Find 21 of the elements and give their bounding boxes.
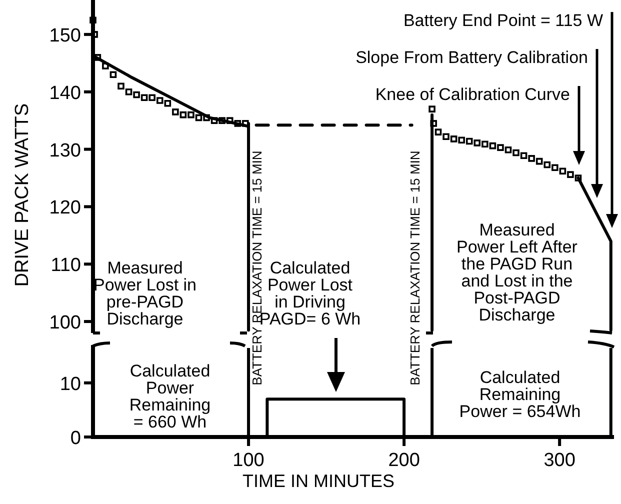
annotation: Measured Power Left After the PAGD Run and Lost in the Post-PAGD Discharge	[456, 220, 578, 324]
y-tick-label: 140	[49, 82, 81, 104]
annotation: Calculated Power Remaining = 660 Wh	[129, 361, 211, 432]
x-tick-label: 300	[544, 450, 576, 471]
annotation: Battery End Point = 115 W	[403, 11, 603, 30]
y-tick-label: 120	[49, 198, 81, 219]
y-tick-label: 110	[50, 255, 81, 276]
x-tick-label: 200	[388, 450, 420, 471]
annotation: Calculated Remaining Power = 654Wh	[459, 368, 581, 421]
y-tick-label: 10	[60, 374, 81, 395]
y-tick-label: 130	[49, 140, 81, 162]
y-tick-label: 0	[70, 428, 81, 449]
annotation: Slope From Battery Calibration	[356, 48, 588, 67]
annotation: BATTERY RELAXATION TIME = 15 MIN	[407, 150, 422, 386]
y-axis-title: DRIVE PACK WATTS	[12, 103, 33, 287]
x-axis-title: TIME IN MINUTES	[242, 471, 394, 491]
x-tick-label: 100	[232, 450, 264, 471]
annotation: Knee of Calibration Curve	[375, 85, 570, 104]
y-tick-label: 100	[49, 312, 81, 334]
annotation: Measured Power Lost in pre-PAGD Discharge	[94, 258, 196, 328]
y-tick-label: 150	[49, 25, 81, 46]
